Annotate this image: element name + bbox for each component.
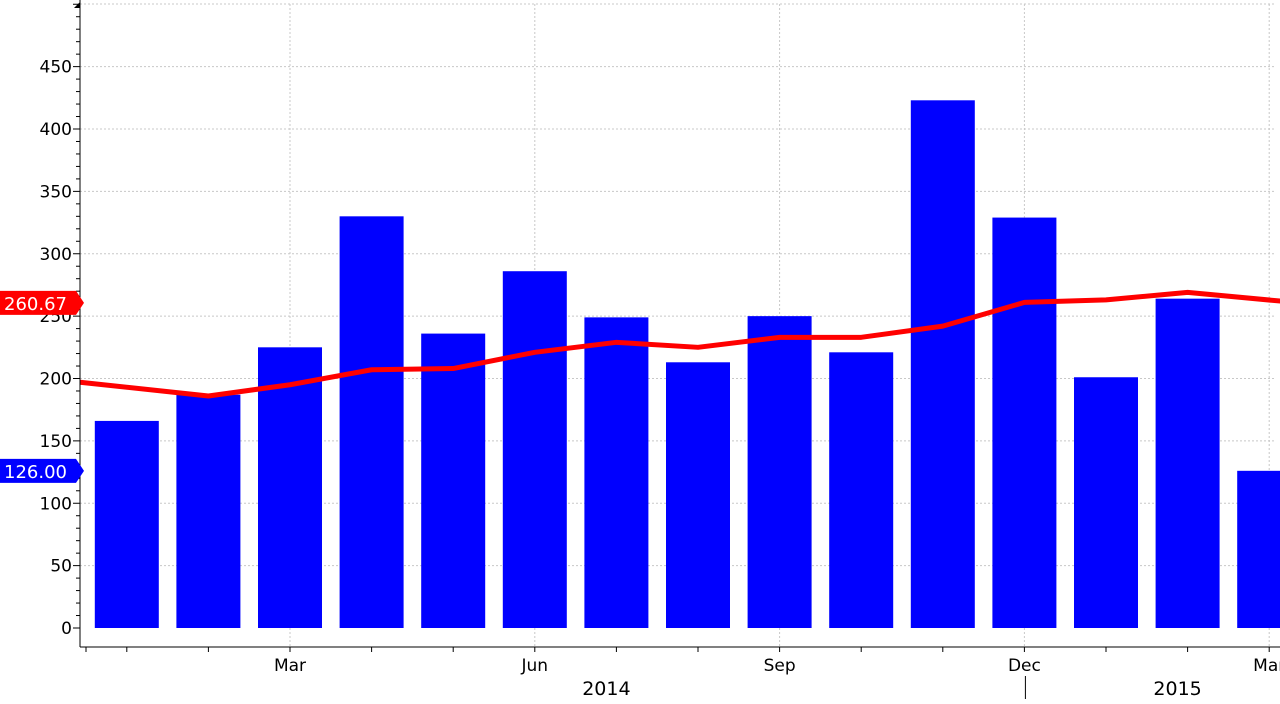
value-flag-label: 126.00 xyxy=(4,462,67,483)
bar xyxy=(747,316,812,628)
line-series xyxy=(79,289,1280,399)
x-tick-label: Mar xyxy=(274,656,306,676)
value-flag xyxy=(0,458,84,483)
bar xyxy=(829,352,894,628)
value-flag-label: 260.67 xyxy=(4,294,67,315)
year-label: 2015 xyxy=(1153,678,1201,699)
bar xyxy=(584,317,649,628)
y-tick-label: 450 xyxy=(40,58,72,78)
x-tick-label: Jun xyxy=(521,656,549,676)
bar xyxy=(910,100,975,629)
bar xyxy=(421,333,486,628)
bar xyxy=(502,271,567,628)
x-tick-label: Mar xyxy=(1253,656,1280,676)
line-layer xyxy=(79,289,1280,399)
bar xyxy=(176,394,241,628)
bar xyxy=(1155,298,1220,628)
y-tick-label: 100 xyxy=(40,494,72,514)
value-flag xyxy=(0,290,84,315)
bar xyxy=(339,216,404,628)
bar xyxy=(666,362,730,628)
axis-arrow-icon xyxy=(74,2,80,8)
bar xyxy=(94,420,159,628)
y-tick-label: 50 xyxy=(50,557,72,577)
bar xyxy=(992,217,1057,628)
bar xyxy=(1074,377,1138,628)
bar xyxy=(1237,470,1280,628)
flag-layer: 260.67 126.00 xyxy=(0,290,84,483)
bar xyxy=(258,347,322,628)
y-tick-label: 400 xyxy=(40,120,72,140)
y-tick-label: 350 xyxy=(40,182,72,202)
year-label: 2014 xyxy=(582,678,630,699)
y-tick-label: 200 xyxy=(40,370,72,390)
y-tick-label: 300 xyxy=(40,245,72,265)
x-tick-label: Dec xyxy=(1008,656,1041,676)
x-tick-label: Sep xyxy=(764,656,796,676)
y-tick-label: 150 xyxy=(40,432,72,452)
bar-layer xyxy=(94,100,1280,629)
y-tick-label: 0 xyxy=(61,619,72,639)
